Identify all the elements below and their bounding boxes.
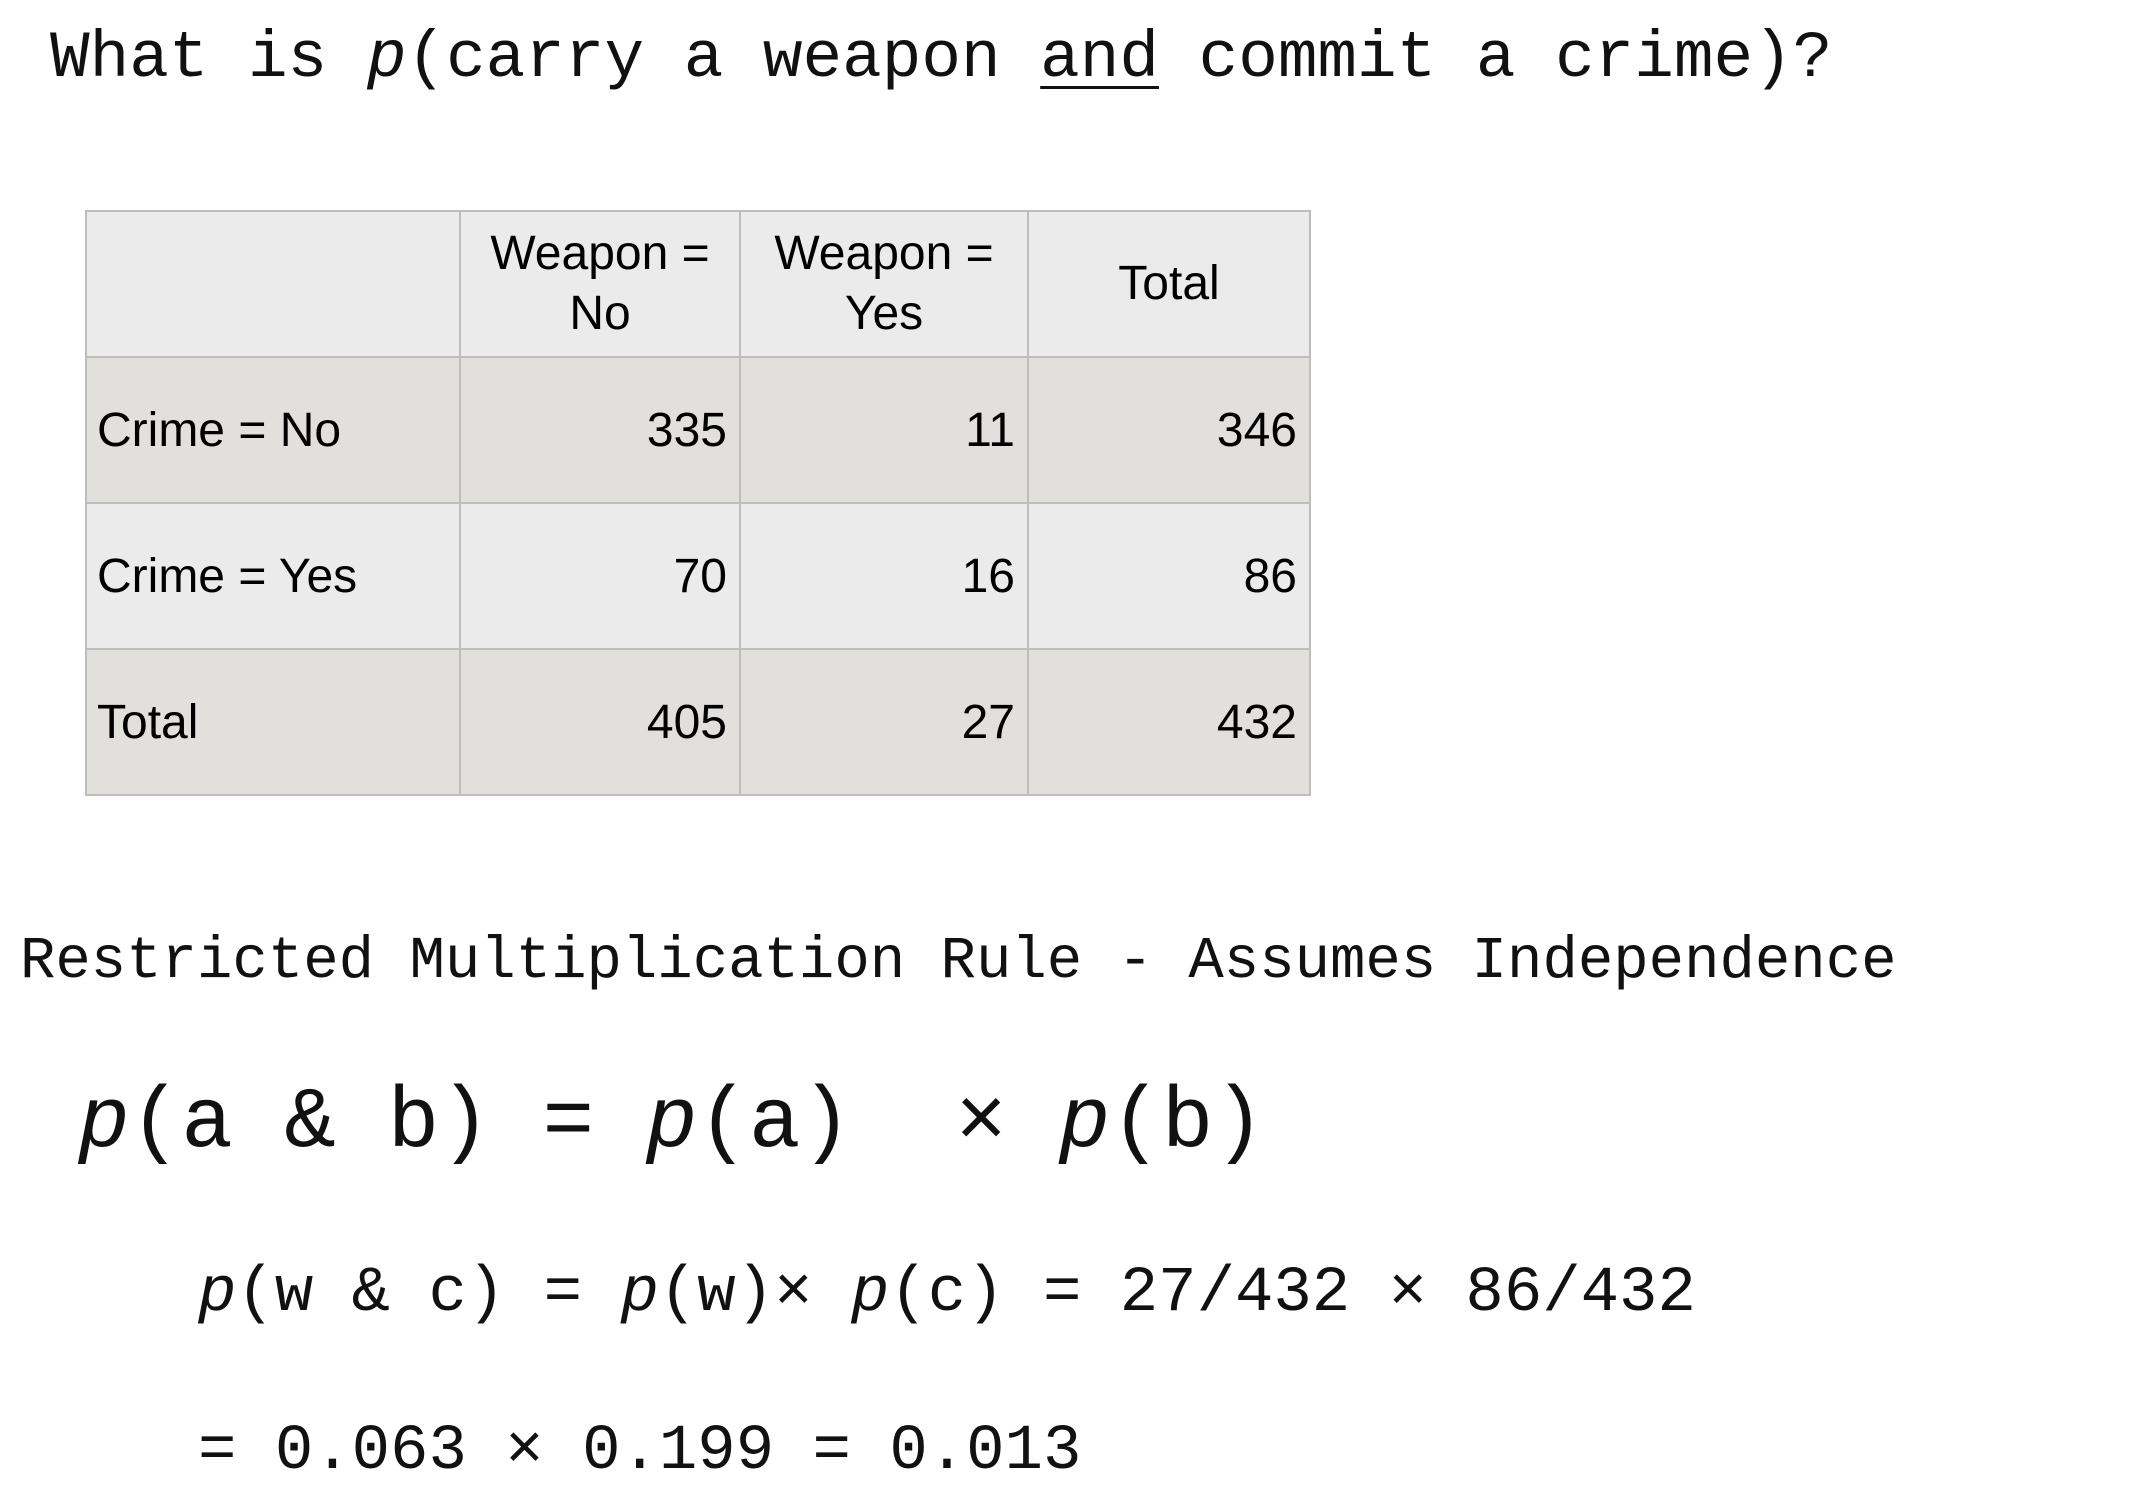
formula-pa: (a) × xyxy=(697,1074,1059,1172)
table-cell: 432 xyxy=(1027,648,1311,796)
table-row: Total 405 27 432 xyxy=(85,648,1311,796)
row-label: Crime = No xyxy=(85,356,461,504)
question-heading: What is p(carry a weapon and commit a cr… xyxy=(50,26,1832,92)
specific-formula: p(w & c) = p(w)× p(c) = 27/432 × 86/432 xyxy=(198,1262,1696,1326)
header-total: Total xyxy=(1027,210,1311,358)
formula-pc: (c) = 27/432 × 86/432 xyxy=(889,1258,1696,1330)
header-weapon-no-line2: No xyxy=(569,287,631,340)
formula-pw: (w)× xyxy=(658,1258,851,1330)
formula-p-symbol: p xyxy=(620,1258,659,1330)
table-cell: 11 xyxy=(739,356,1029,504)
table-row: Crime = Yes 70 16 86 xyxy=(85,502,1311,650)
header-weapon-yes: Weapon = Yes xyxy=(739,210,1029,358)
header-weapon-no-line1: Weapon = xyxy=(490,227,710,280)
table-header-row: Weapon = No Weapon = Yes Total xyxy=(85,210,1311,358)
formula-lhs: (w & c) = xyxy=(236,1258,621,1330)
table-cell: 405 xyxy=(459,648,741,796)
formula-p-symbol: p xyxy=(850,1258,890,1330)
general-multiplication-formula: p(a & b) = p(a) × p(b) xyxy=(78,1080,1265,1166)
table-cell: 86 xyxy=(1027,502,1311,650)
table-cell: 16 xyxy=(739,502,1029,650)
header-weapon-no: Weapon = No xyxy=(459,210,741,358)
formula-p-symbol: p xyxy=(645,1074,698,1172)
row-label: Crime = Yes xyxy=(85,502,461,650)
table-cell: 335 xyxy=(459,356,741,504)
question-open: (carry a weapon xyxy=(406,21,1041,96)
header-weapon-yes-line2: Yes xyxy=(844,287,924,340)
question-rest: commit a crime)? xyxy=(1159,21,1833,96)
table-cell: 27 xyxy=(739,648,1029,796)
formula-result: = 0.063 × 0.199 = 0.013 xyxy=(198,1416,1082,1488)
question-prefix: What is xyxy=(50,21,367,96)
contingency-table: Weapon = No Weapon = Yes Total Crime = No … xyxy=(85,210,1311,796)
formula-lhs: (a & b) = xyxy=(129,1074,646,1172)
formula-pb: (b) xyxy=(1110,1074,1266,1172)
rule-title: Restricted Multiplication Rule - Assumes… xyxy=(20,928,1897,995)
question-and-underlined: and xyxy=(1040,21,1159,96)
probability-symbol: p xyxy=(366,21,407,96)
header-weapon-yes-line1: Weapon = xyxy=(774,227,994,280)
table-cell: 70 xyxy=(459,502,741,650)
table-row: Crime = No 335 11 346 xyxy=(85,356,1311,504)
formula-p-symbol: p xyxy=(78,1074,130,1172)
formula-p-symbol: p xyxy=(198,1258,237,1330)
header-empty-cell xyxy=(85,210,461,358)
row-label: Total xyxy=(85,648,461,796)
contingency-table-container: Weapon = No Weapon = Yes Total Crime = No … xyxy=(85,210,1311,796)
formula-p-symbol: p xyxy=(1058,1074,1111,1172)
table-cell: 346 xyxy=(1027,356,1311,504)
